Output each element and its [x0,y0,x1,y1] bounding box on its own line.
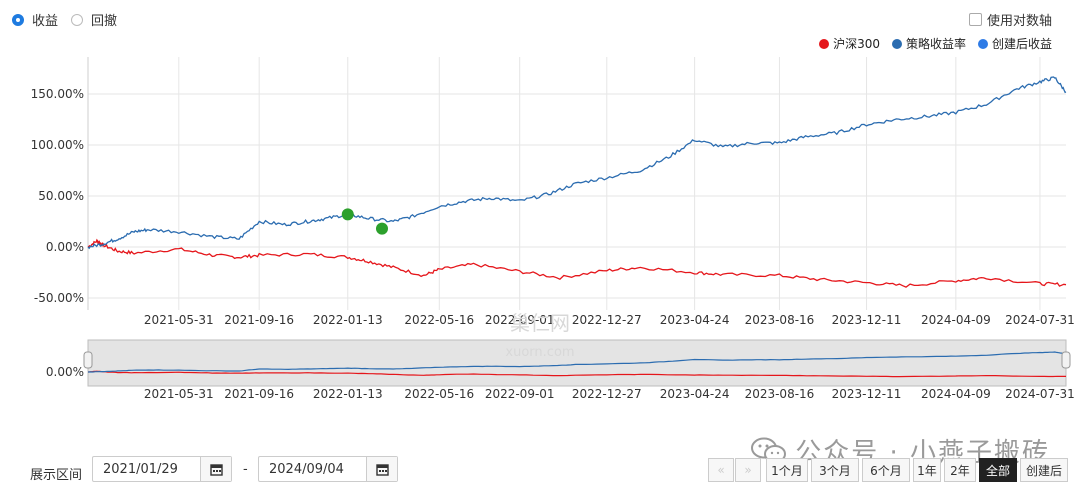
legend-item-after-creation[interactable]: 创建后收益 [977,35,1052,52]
log-axis-label: 使用对数轴 [986,14,1052,29]
y-tick-label: -50.00% [34,291,84,305]
legend-label: 创建后收益 [991,37,1052,51]
range-label: 展示区间 [30,468,83,483]
x-tick-label: 2021-05-31 [144,313,214,327]
legend-swatch [819,38,830,49]
log-axis-checkbox[interactable]: 使用对数轴 [968,10,1052,29]
navigator-x-tick-label: 2023-08-16 [745,387,815,401]
x-tick-label: 2022-12-27 [572,313,642,327]
navigator-handle [1061,351,1071,369]
navigator-x-tick-label: 2023-12-11 [832,387,902,401]
series-line-hs300 [87,238,1067,288]
navigator-series-line [87,351,1067,373]
mode-return-radio[interactable]: 收益 [12,10,58,29]
navigator-x-tick-label: 2021-05-31 [144,387,214,401]
legend-item-strategy[interactable]: 策略收益率 [891,35,966,52]
mode-drawdown-label: 回撤 [91,14,118,29]
series-line-strategy [87,76,1067,250]
event-marker [375,222,388,235]
navigator-x-tick-label: 2022-12-27 [572,387,642,401]
y-tick-label: 150.00% [31,87,84,101]
event-marker [341,208,354,221]
navigator-x-tick-label: 2021-09-16 [224,387,294,401]
x-tick-label: 2023-08-16 [745,313,815,327]
chart-watermark-url: xuorn.com [505,345,574,360]
y-tick-label: 0.00% [46,240,84,254]
range-6m-button[interactable]: 6个月 [862,458,910,482]
radio-indicator [12,13,24,26]
x-tick-label: 2021-09-16 [224,313,294,327]
end-date-value: 2024/09/04 [269,461,344,477]
range-dash: - [243,462,248,477]
y-tick-label: 50.00% [38,189,84,203]
navigator-x-tick-label: 2022-01-13 [313,387,383,401]
x-tick-label: 2023-12-11 [832,313,902,327]
range-2y-button[interactable]: 2年 [944,458,976,482]
legend-swatch [977,38,988,49]
legend: 沪深300 策略收益率 创建后收益 [807,35,1052,52]
mode-drawdown-radio[interactable]: 回撤 [71,10,117,29]
navigator-selection [87,339,1067,387]
x-tick-label: 2022-05-16 [404,313,474,327]
navigator-x-tick-label: 2022-09-01 [485,387,555,401]
x-tick-label: 2024-07-31 [1005,313,1075,327]
start-date-value: 2021/01/29 [103,461,178,477]
legend-label: 沪深300 [833,37,880,51]
x-tick-label: 2022-09-01 [485,313,555,327]
end-date-field[interactable]: 2024/09/04 [258,456,398,482]
radio-indicator [71,13,83,26]
prev-arrow-icon[interactable]: « [708,458,734,482]
navigator-x-tick-label: 2024-07-31 [1005,387,1075,401]
navigator-handle [83,351,93,369]
navigator-x-tick-label: 2022-05-16 [404,387,474,401]
range-since-creation-button[interactable]: 创建后 [1020,458,1068,482]
main-chart: 150.00% 100.00% 50.00% 0.00% -50.00% 2021-05-… [31,57,1075,401]
mode-return-label: 收益 [32,14,59,29]
range-3m-button[interactable]: 3个月 [811,458,859,482]
range-1y-button[interactable]: 1年 [913,458,941,482]
legend-swatch [891,38,902,49]
chart-watermark-title: 巢仁网 [510,311,570,335]
calendar-icon[interactable] [366,457,397,481]
x-tick-label: 2023-04-24 [660,313,730,327]
legend-item-hs300[interactable]: 沪深300 [819,35,880,52]
start-date-field[interactable]: 2021/01/29 [92,456,232,482]
navigator-y-tick-label: 0.00% [46,365,84,379]
navigator-x-tick-label: 2024-04-09 [921,387,991,401]
range-controls: 展示区间 2021/01/29 - 2024/09/04 « » 1个月 3个月… [0,456,1080,486]
range-1m-button[interactable]: 1个月 [766,458,808,482]
next-arrow-icon[interactable]: » [735,458,761,482]
navigator-series-line [87,370,1066,378]
calendar-icon[interactable] [200,457,231,481]
y-tick-label: 100.00% [31,138,84,152]
x-tick-label: 2024-04-09 [921,313,991,327]
navigator-x-tick-label: 2023-04-24 [660,387,730,401]
checkbox-icon [968,13,982,26]
x-tick-label: 2022-01-13 [313,313,383,327]
legend-label: 策略收益率 [905,37,966,51]
range-all-button[interactable]: 全部 [979,458,1017,482]
